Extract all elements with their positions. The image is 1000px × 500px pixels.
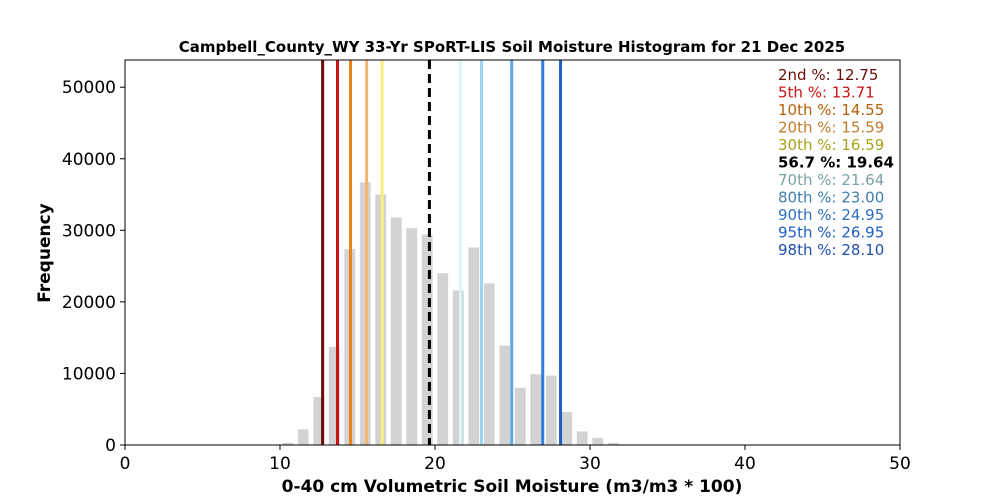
- histogram-bar-2: [313, 397, 325, 445]
- legend-entry-4: 30th %: 16.59: [778, 136, 884, 154]
- legend-entry-6: 70th %: 21.64: [778, 171, 884, 189]
- histogram-bar-18: [561, 412, 573, 445]
- histogram-bar-10: [437, 273, 449, 445]
- histogram-bar-13: [483, 283, 495, 445]
- y-tick-label-5: 50000: [62, 78, 116, 98]
- y-tick-label-1: 10000: [62, 364, 116, 384]
- y-tick-label-3: 30000: [62, 221, 116, 241]
- histogram-bar-0: [282, 442, 294, 445]
- histogram-bar-3: [328, 346, 340, 445]
- histogram-bar-9: [421, 234, 433, 445]
- histogram-bar-11: [452, 290, 464, 445]
- histogram-bar-12: [468, 247, 480, 445]
- legend-entry-8: 90th %: 24.95: [778, 206, 884, 224]
- legend-entry-3: 20th %: 15.59: [778, 119, 884, 137]
- histogram-bar-16: [530, 374, 542, 445]
- y-axis-label: Frequency: [35, 203, 55, 303]
- histogram-bar-14: [499, 345, 511, 445]
- y-tick-label-4: 40000: [62, 150, 116, 170]
- histogram-bar-1: [297, 429, 309, 445]
- x-tick-label-5: 50: [889, 454, 911, 474]
- histogram-bar-17: [545, 375, 557, 445]
- y-tick-label-0: 0: [105, 436, 116, 456]
- legend-entry-2: 10th %: 14.55: [778, 101, 884, 119]
- x-tick-label-4: 40: [734, 454, 756, 474]
- histogram-bar-21: [607, 442, 619, 445]
- legend-entry-0: 2nd %: 12.75: [778, 66, 878, 84]
- x-axis-label: 0-40 cm Volumetric Soil Moisture (m3/m3 …: [282, 477, 743, 497]
- percentile-lines-group: [321, 60, 563, 445]
- histogram-bar-15: [514, 387, 526, 445]
- histogram-bar-8: [406, 228, 418, 445]
- y-ticks-group: 0 10000 20000 30000 40000 50000: [62, 78, 125, 456]
- x-tick-label-2: 20: [424, 454, 446, 474]
- chart-title: Campbell_County_WY 33-Yr SPoRT-LIS Soil …: [179, 38, 846, 56]
- histogram-bar-20: [592, 437, 604, 445]
- x-tick-label-0: 0: [120, 454, 131, 474]
- x-tick-label-3: 30: [579, 454, 601, 474]
- legend-entry-10: 98th %: 28.10: [778, 241, 884, 259]
- legend-entry-5: 56.7 %: 19.64: [778, 154, 894, 172]
- x-tick-label-1: 10: [269, 454, 291, 474]
- bars-group: [282, 182, 619, 446]
- x-ticks-group: 0 10 20 30 40 50: [120, 445, 911, 474]
- histogram-bar-7: [390, 217, 402, 445]
- plot-frame: [124, 59, 901, 446]
- legend-entry-7: 80th %: 23.00: [778, 189, 884, 207]
- y-tick-label-2: 20000: [62, 293, 116, 313]
- legend-entry-9: 95th %: 26.95: [778, 224, 884, 242]
- legend-entry-1: 5th %: 13.71: [778, 84, 875, 102]
- histogram-bar-19: [576, 431, 588, 445]
